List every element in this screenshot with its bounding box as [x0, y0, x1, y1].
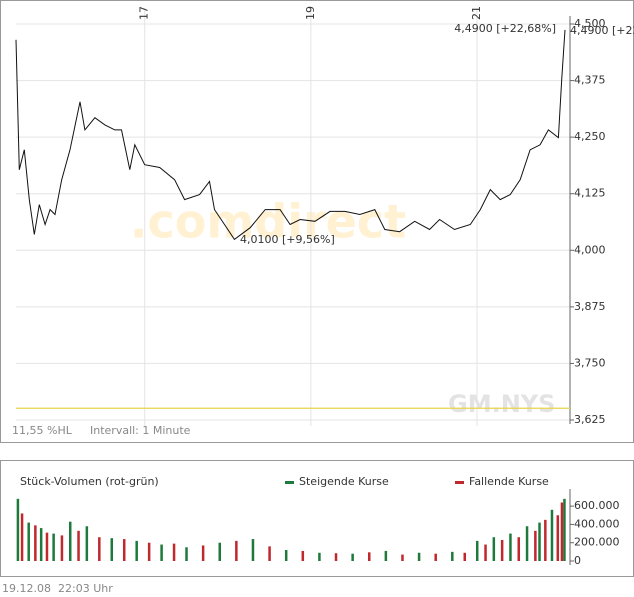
price-panel — [0, 0, 634, 443]
volume-bar — [172, 543, 176, 561]
volume-bar — [434, 553, 437, 561]
volume-bar — [351, 553, 354, 561]
volume-bar — [34, 525, 37, 561]
volume-bar — [556, 515, 560, 561]
volume-bar — [147, 542, 151, 561]
y-tick-label: 600.000 — [574, 499, 620, 512]
watermark-symbol: GM.NYS — [448, 390, 555, 418]
volume-bar — [509, 533, 512, 561]
volume-bar — [301, 550, 305, 561]
volume-bar — [484, 544, 487, 561]
x-tick-label: 17 — [138, 6, 151, 20]
volume-bar — [550, 509, 554, 561]
volume-bar — [235, 540, 238, 561]
volume-bar — [27, 522, 30, 561]
footer-date: 19.12.08 — [2, 582, 51, 595]
y-tick-label: 3,750 — [574, 356, 606, 369]
volume-bar — [135, 540, 138, 561]
volume-bar — [492, 537, 496, 561]
footer-time: 22:03 Uhr — [58, 582, 113, 595]
y-tick-label: 4,500 — [574, 17, 606, 30]
volume-bar — [475, 540, 479, 561]
y-tick-label: 3,625 — [574, 413, 606, 426]
volume-bar — [268, 546, 271, 561]
price-line — [15, 29, 566, 241]
y-tick-label: 400.000 — [574, 517, 620, 530]
volume-bar — [525, 526, 529, 561]
volume-title: Stück-Volumen (rot-grün) — [20, 475, 159, 488]
volume-bar — [284, 550, 288, 561]
volume-bar — [334, 553, 338, 561]
y-tick-label: 0 — [574, 554, 581, 567]
legend-swatch — [285, 481, 294, 484]
interval: Intervall: 1 Minute — [90, 424, 191, 437]
hl-range: 11,55 %HL — [12, 424, 73, 437]
volume-bar — [401, 554, 404, 561]
volume-bar — [98, 537, 101, 561]
watermark-brand: .comdirect — [130, 195, 406, 249]
volume-bar — [318, 552, 321, 561]
volume-bar — [500, 539, 504, 561]
volume-bar — [201, 545, 205, 561]
volume-bar — [534, 530, 537, 561]
legend-swatch — [455, 481, 464, 484]
volume-bar — [16, 498, 20, 561]
y-tick-label: 200.000 — [574, 536, 620, 549]
y-tick-label: 3,875 — [574, 300, 606, 313]
volume-bar — [517, 537, 521, 561]
volume-bar — [463, 552, 467, 561]
volume-bar — [39, 528, 43, 561]
volume-bar — [544, 519, 547, 561]
volume-bar — [85, 526, 89, 561]
last-price-axis-label: 4,4900 [+22,68%] — [570, 24, 634, 37]
last-price-annotation: 4,4900 [+22,68%] — [454, 22, 556, 35]
volume-bar — [563, 498, 566, 561]
y-tick-label: 4,250 — [574, 130, 606, 143]
y-tick-label: 4,375 — [574, 74, 606, 87]
y-tick-label: 4,125 — [574, 187, 606, 200]
volume-bar — [367, 552, 371, 561]
volume-bar — [560, 502, 564, 561]
volume-bar — [251, 539, 255, 561]
volume-bar — [160, 544, 163, 561]
volume-bar — [384, 550, 388, 561]
volume-bar — [451, 551, 454, 561]
legend-label: Steigende Kurse — [299, 475, 389, 488]
volume-bar — [122, 539, 126, 561]
x-tick-label: 19 — [304, 6, 317, 20]
volume-bar — [60, 535, 64, 561]
volume-bar — [45, 532, 49, 561]
y-tick-label: 4,000 — [574, 243, 606, 256]
low-annotation: 4,0100 [+9,56%] — [240, 233, 335, 246]
volume-bar — [538, 522, 541, 561]
x-tick-label: 21 — [470, 6, 483, 20]
volume-bar — [417, 552, 421, 561]
volume-bar — [110, 538, 114, 561]
legend-label: Fallende Kurse — [469, 475, 549, 488]
volume-bar — [218, 542, 221, 561]
volume-bar — [68, 521, 72, 561]
volume-bar — [52, 533, 55, 561]
volume-bar — [185, 547, 188, 561]
volume-bar — [77, 530, 80, 561]
volume-bar — [20, 513, 24, 561]
